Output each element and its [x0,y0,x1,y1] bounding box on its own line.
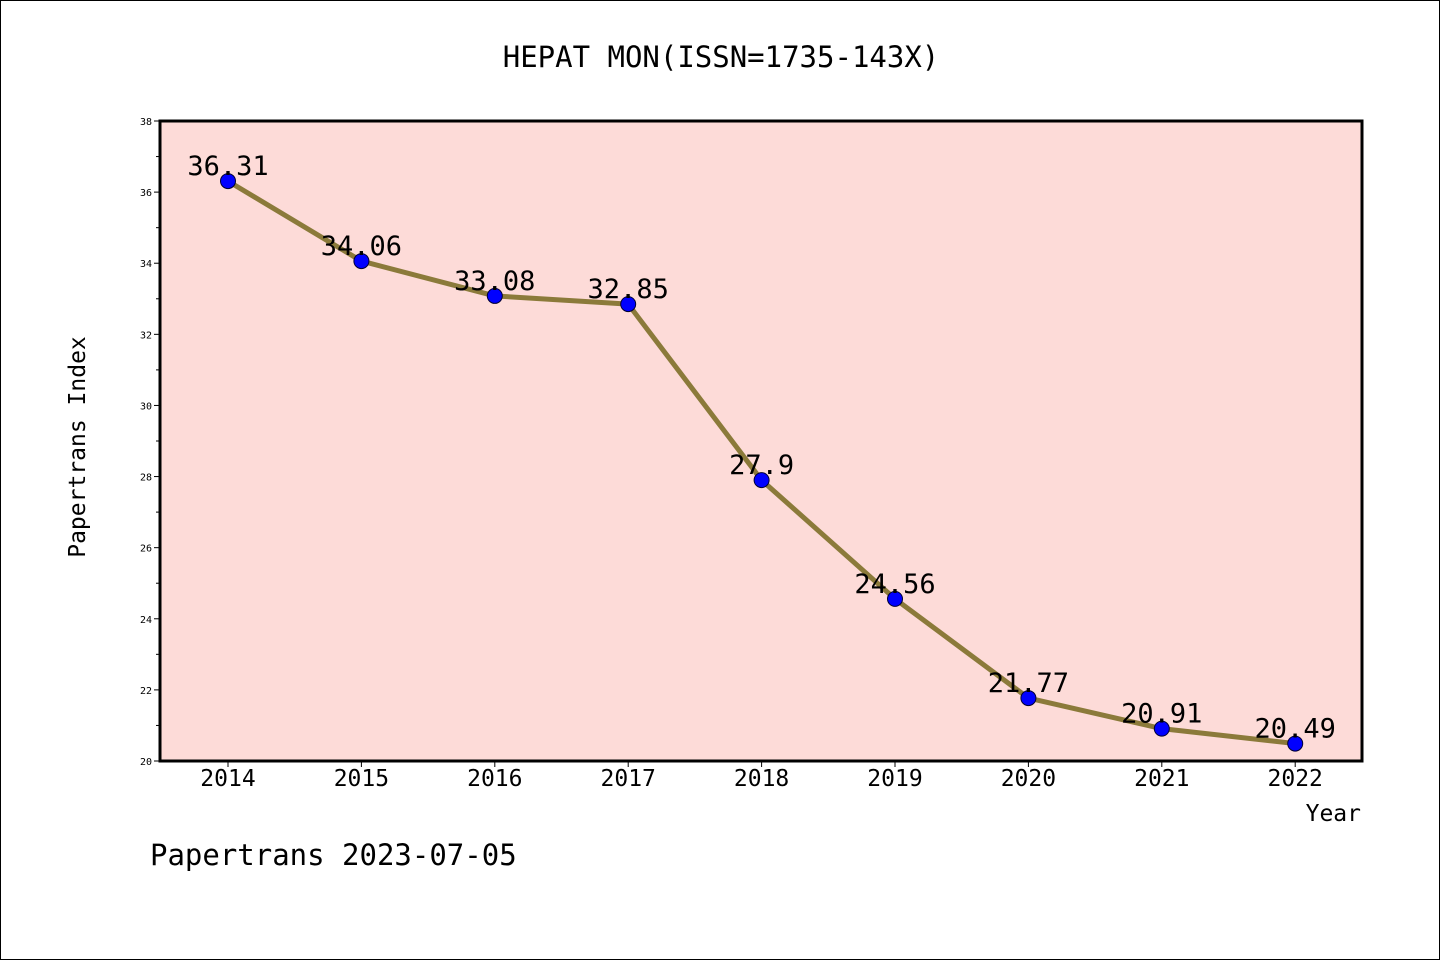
y-tick-label: 22 [140,686,152,697]
x-tick-label: 2021 [1134,766,1189,792]
data-label: 27.9 [729,450,794,481]
y-tick-label: 32 [140,330,152,341]
data-label: 21.77 [988,668,1069,699]
series-group: 36.31 34.06 33.08 32.85 27.9 24.56 21.77 20.91 2… [187,151,1336,752]
x-axis-label: Year [1306,801,1361,827]
data-point-marker [1020,690,1037,707]
data-label: 32.85 [588,274,669,305]
chart-title: HEPAT MON(ISSN=1735-143X) [503,40,940,74]
plot-area-border [158,119,1364,763]
data-label: 34.06 [321,231,402,262]
y-tick-label: 24 [140,615,152,626]
y-tick-label: 34 [140,259,152,270]
data-label: 20.49 [1255,714,1336,745]
data-point-marker [1153,720,1170,737]
data-point-marker [753,472,770,489]
y-tick-label: 30 [140,401,152,412]
plot-area-background [160,121,1362,761]
x-tick-label: 2017 [601,766,656,792]
data-label: 33.08 [454,266,535,297]
data-point-marker [220,173,236,190]
data-point-marker [1287,735,1304,752]
y-tick-label: 26 [140,544,152,555]
data-label: 20.91 [1121,699,1202,730]
x-tick-label: 2019 [867,766,922,792]
y-axis-label: Papertrans Index [65,336,91,558]
x-tick-label: 2016 [467,766,522,792]
x-tick-label: 2014 [200,766,255,792]
data-label: 36.31 [187,151,268,182]
x-axis-ticks: 2014 2015 2016 2017 2018 2019 2020 2021 2022 [200,761,1323,792]
y-tick-label: 28 [140,473,152,484]
data-label: 24.56 [854,569,935,600]
y-axis-ticks: 20 22 24 26 28 30 32 34 36 38 [140,117,160,768]
y-tick-label: 38 [140,117,152,128]
x-tick-label: 2015 [334,766,389,792]
x-tick-label: 2020 [1001,766,1056,792]
data-point-marker [353,253,370,270]
data-point-marker [887,590,903,607]
x-tick-label: 2018 [734,766,789,792]
y-tick-label: 20 [140,757,152,768]
data-point-marker [486,287,503,304]
footer-text: Papertrans 2023-07-05 [150,838,517,872]
y-tick-label: 36 [140,188,152,199]
x-tick-label: 2022 [1268,766,1323,792]
data-point-marker [620,296,637,313]
